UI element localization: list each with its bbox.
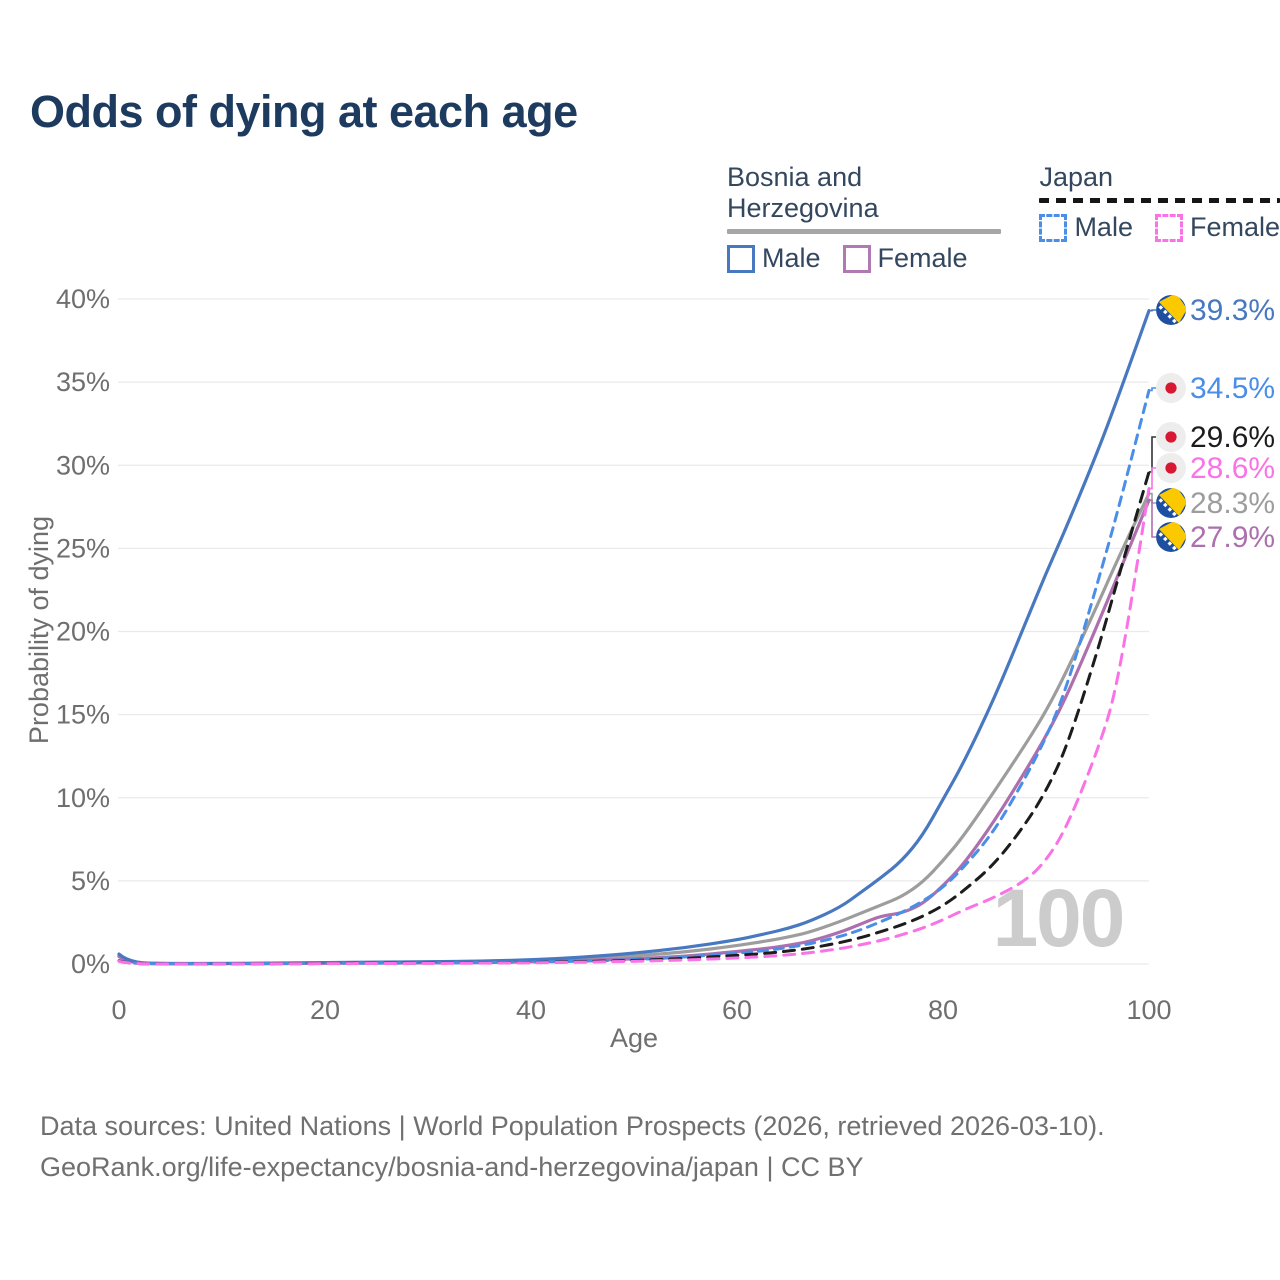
legend-item-label: Female xyxy=(877,243,968,273)
end-label-connector xyxy=(1149,499,1156,538)
end-label-connector xyxy=(1149,436,1156,473)
y-tick-label: 35% xyxy=(56,367,110,397)
attribution-text: GeoRank.org/life-expectancy/bosnia-and-h… xyxy=(40,1152,864,1182)
y-axis-title: Probability of dying xyxy=(24,516,54,744)
end-value-label-bih-total: 28.3% xyxy=(1190,487,1275,520)
flag-japan-icon xyxy=(1156,422,1186,452)
legend-item-japan-female[interactable]: Female xyxy=(1154,212,1280,243)
end-value-label-japan-male: 34.5% xyxy=(1190,372,1275,405)
flag-bosnia-icon xyxy=(1156,295,1186,325)
end-value-label-japan-female: 28.6% xyxy=(1190,452,1275,485)
japan-female-swatch-icon xyxy=(1154,213,1183,242)
legend: Bosnia and Herzegovina Male Female Japan xyxy=(727,162,1280,274)
bosnia-female-swatch-icon xyxy=(842,244,871,273)
flag-japan-icon xyxy=(1156,453,1186,483)
japan-male-swatch-icon xyxy=(1039,213,1068,242)
y-tick-label: 20% xyxy=(56,617,110,647)
legend-group-japan: Japan Male Female xyxy=(1039,162,1280,274)
bosnia-male-swatch-icon xyxy=(727,244,755,273)
bosnia-line-style-sample xyxy=(727,229,1002,234)
series-line-bih-male xyxy=(117,309,1151,966)
legend-item-bosnia-female[interactable]: Female xyxy=(842,243,968,274)
flag-bosnia-icon xyxy=(1156,488,1186,518)
footer: Data sources: United Nations | World Pop… xyxy=(40,1106,1105,1188)
y-tick-label: 5% xyxy=(71,866,110,896)
flag-bosnia-icon xyxy=(1156,522,1186,552)
x-tick-label: 20 xyxy=(310,995,340,1025)
y-tick-label: 0% xyxy=(71,949,110,979)
x-tick-label: 100 xyxy=(1126,995,1171,1025)
end-value-label-bih-male: 39.3% xyxy=(1190,294,1275,327)
legend-group-bosnia: Bosnia and Herzegovina Male Female xyxy=(727,162,1002,274)
legend-country-bosnia[interactable]: Bosnia and Herzegovina xyxy=(727,162,1002,234)
legend-item-label: Female xyxy=(1189,212,1280,242)
end-value-label-bih-female: 27.9% xyxy=(1190,521,1275,554)
y-tick-label: 30% xyxy=(56,450,110,480)
legend-country-japan-label: Japan xyxy=(1039,162,1114,192)
end-label-connector xyxy=(1149,309,1156,312)
flag-japan-icon xyxy=(1156,373,1186,403)
end-label-connector xyxy=(1149,492,1156,504)
end-label-connector xyxy=(1149,467,1156,490)
x-axis-title: Age xyxy=(610,1023,658,1053)
x-tick-label: 60 xyxy=(722,995,752,1025)
end-label-connector xyxy=(1149,387,1156,392)
end-value-label-japan-total: 29.6% xyxy=(1190,421,1275,454)
data-sources-text: Data sources: United Nations | World Pop… xyxy=(40,1111,1105,1141)
legend-item-label: Male xyxy=(762,243,821,273)
japan-line-style-sample xyxy=(1039,198,1280,203)
x-tick-label: 80 xyxy=(928,995,958,1025)
y-tick-label: 25% xyxy=(56,533,110,563)
legend-country-bosnia-label: Bosnia and Herzegovina xyxy=(727,162,879,223)
y-tick-label: 15% xyxy=(56,700,110,730)
y-tick-label: 40% xyxy=(56,284,110,314)
legend-item-label: Male xyxy=(1074,212,1133,242)
x-tick-label: 0 xyxy=(111,995,126,1025)
y-tick-label: 10% xyxy=(56,783,110,813)
legend-country-japan[interactable]: Japan xyxy=(1039,162,1280,203)
page-title: Odds of dying at each age xyxy=(30,86,578,137)
legend-item-japan-male[interactable]: Male xyxy=(1039,212,1133,243)
hover-age-watermark: 100 xyxy=(993,873,1124,964)
legend-item-bosnia-male[interactable]: Male xyxy=(727,243,821,274)
x-tick-label: 40 xyxy=(516,995,546,1025)
series-line-japan-female xyxy=(117,487,1151,966)
